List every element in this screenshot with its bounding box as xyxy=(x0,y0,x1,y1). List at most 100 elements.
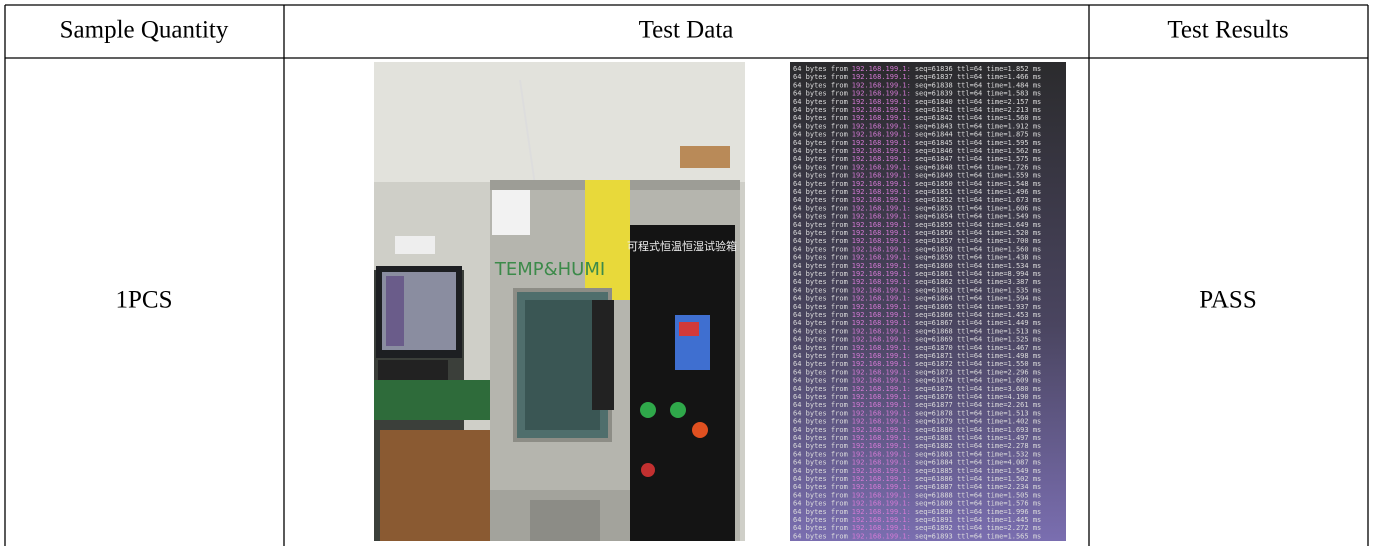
line-text: seq=61840 ttl=64 time=2.157 ms xyxy=(915,98,1041,106)
line-text: seq=61871 ttl=64 time=1.498 ms xyxy=(915,352,1041,360)
terminal-line: 64 bytes from 192.168.199.1: seq=61850 ttl… xyxy=(793,180,1041,188)
ip-address: 192.168.199.1: xyxy=(852,196,911,204)
line-text: seq=61886 ttl=64 time=1.502 ms xyxy=(915,475,1041,483)
ip-address: 192.168.199.1: xyxy=(852,147,911,155)
terminal-line: 64 bytes from 192.168.199.1: seq=61861 ttl… xyxy=(793,270,1041,278)
line-text: seq=61880 ttl=64 time=1.693 ms xyxy=(915,426,1041,434)
line-text: 64 bytes from xyxy=(793,459,848,467)
terminal-line: 64 bytes from 192.168.199.1: seq=61840 ttl… xyxy=(793,98,1041,106)
line-text: 64 bytes from xyxy=(793,385,848,393)
ip-address: 192.168.199.1: xyxy=(852,319,911,327)
chamber-photo: TEMP&HUMI 可程式恒温恒湿试验箱 xyxy=(374,62,745,541)
line-text: 64 bytes from xyxy=(793,418,848,426)
terminal-line: 64 bytes from 192.168.199.1: seq=61889 ttl… xyxy=(793,500,1041,508)
line-text: 64 bytes from xyxy=(793,245,848,253)
ip-address: 192.168.199.1: xyxy=(852,409,911,417)
terminal-line: 64 bytes from 192.168.199.1: seq=61891 ttl… xyxy=(793,516,1041,524)
ip-address: 192.168.199.1: xyxy=(852,213,911,221)
header-cell: Test Results xyxy=(1167,17,1288,44)
terminal-line: 64 bytes from 192.168.199.1: seq=61875 ttl… xyxy=(793,385,1041,393)
line-text: seq=61873 ttl=64 time=2.296 ms xyxy=(915,368,1041,376)
line-text: 64 bytes from xyxy=(793,377,848,385)
terminal-line: 64 bytes from 192.168.199.1: seq=61876 ttl… xyxy=(793,393,1041,401)
line-text: 64 bytes from xyxy=(793,180,848,188)
terminal-line: 64 bytes from 192.168.199.1: seq=61867 ttl… xyxy=(793,319,1041,327)
line-text: 64 bytes from xyxy=(793,147,848,155)
line-text: 64 bytes from xyxy=(793,368,848,376)
line-text: 64 bytes from xyxy=(793,286,848,294)
ip-address: 192.168.199.1: xyxy=(852,418,911,426)
line-text: 64 bytes from xyxy=(793,114,848,122)
line-text: 64 bytes from xyxy=(793,163,848,171)
line-text: seq=61855 ttl=64 time=1.649 ms xyxy=(915,221,1041,229)
ip-address: 192.168.199.1: xyxy=(852,98,911,106)
ip-address: 192.168.199.1: xyxy=(852,434,911,442)
terminal-line: 64 bytes from 192.168.199.1: seq=61856 ttl… xyxy=(793,229,1041,237)
line-text: seq=61879 ttl=64 time=1.402 ms xyxy=(915,418,1041,426)
terminal-line: 64 bytes from 192.168.199.1: seq=61877 ttl… xyxy=(793,401,1041,409)
line-text: 64 bytes from xyxy=(793,221,848,229)
line-text: seq=61866 ttl=64 time=1.453 ms xyxy=(915,311,1041,319)
ip-address: 192.168.199.1: xyxy=(852,65,911,73)
line-text: 64 bytes from xyxy=(793,319,848,327)
ip-address: 192.168.199.1: xyxy=(852,368,911,376)
terminal-line: 64 bytes from 192.168.199.1: seq=61841 ttl… xyxy=(793,106,1041,114)
terminal-line: 64 bytes from 192.168.199.1: seq=61852 ttl… xyxy=(793,196,1041,204)
line-text: 64 bytes from xyxy=(793,254,848,262)
line-text: 64 bytes from xyxy=(793,344,848,352)
line-text: 64 bytes from xyxy=(793,327,848,335)
terminal-screenshot: 64 bytes from 192.168.199.1: seq=61836 ttl… xyxy=(790,62,1066,541)
terminal-lines: 64 bytes from 192.168.199.1: seq=61836 ttl… xyxy=(793,65,1041,540)
line-text: seq=61867 ttl=64 time=1.449 ms xyxy=(915,319,1041,327)
line-text: seq=61849 ttl=64 time=1.559 ms xyxy=(915,172,1041,180)
line-text: 64 bytes from xyxy=(793,336,848,344)
terminal-line: 64 bytes from 192.168.199.1: seq=61869 ttl… xyxy=(793,336,1041,344)
line-text: seq=61843 ttl=64 time=1.912 ms xyxy=(915,122,1041,130)
line-text: 64 bytes from xyxy=(793,237,848,245)
line-text: seq=61882 ttl=64 time=2.278 ms xyxy=(915,442,1041,450)
ip-address: 192.168.199.1: xyxy=(852,450,911,458)
line-text: seq=61857 ttl=64 time=1.700 ms xyxy=(915,237,1041,245)
line-text: 64 bytes from xyxy=(793,229,848,237)
terminal-line: 64 bytes from 192.168.199.1: seq=61865 ttl… xyxy=(793,303,1041,311)
terminal-line: 64 bytes from 192.168.199.1: seq=61886 ttl… xyxy=(793,475,1041,483)
header-cell: Sample Quantity xyxy=(60,17,229,44)
terminal-line: 64 bytes from 192.168.199.1: seq=61858 ttl… xyxy=(793,245,1041,253)
terminal-line: 64 bytes from 192.168.199.1: seq=61854 ttl… xyxy=(793,213,1041,221)
line-text: 64 bytes from xyxy=(793,393,848,401)
line-text: 64 bytes from xyxy=(793,401,848,409)
line-text: seq=61861 ttl=64 time=8.994 ms xyxy=(915,270,1041,278)
terminal-line: 64 bytes from 192.168.199.1: seq=61888 ttl… xyxy=(793,491,1041,499)
line-text: 64 bytes from xyxy=(793,139,848,147)
line-text: seq=61853 ttl=64 time=1.606 ms xyxy=(915,204,1041,212)
terminal-line: 64 bytes from 192.168.199.1: seq=61846 ttl… xyxy=(793,147,1041,155)
line-text: seq=61846 ttl=64 time=1.562 ms xyxy=(915,147,1041,155)
panel-title: 可程式恒温恒湿试验箱 xyxy=(627,239,737,253)
line-text: seq=61887 ttl=64 time=2.234 ms xyxy=(915,483,1041,491)
line-text: seq=61893 ttl=64 time=1.565 ms xyxy=(915,532,1041,540)
line-text: seq=61844 ttl=64 time=1.875 ms xyxy=(915,131,1041,139)
ip-address: 192.168.199.1: xyxy=(852,237,911,245)
line-text: seq=61869 ttl=64 time=1.525 ms xyxy=(915,336,1041,344)
terminal-line: 64 bytes from 192.168.199.1: seq=61893 ttl… xyxy=(793,532,1041,540)
line-text: 64 bytes from xyxy=(793,508,848,516)
line-text: 64 bytes from xyxy=(793,172,848,180)
ip-address: 192.168.199.1: xyxy=(852,327,911,335)
terminal-line: 64 bytes from 192.168.199.1: seq=61836 ttl… xyxy=(793,65,1041,73)
ip-address: 192.168.199.1: xyxy=(852,475,911,483)
terminal-line: 64 bytes from 192.168.199.1: seq=61863 ttl… xyxy=(793,286,1041,294)
line-text: 64 bytes from xyxy=(793,204,848,212)
line-text: seq=61890 ttl=64 time=1.996 ms xyxy=(915,508,1041,516)
terminal-line: 64 bytes from 192.168.199.1: seq=61874 ttl… xyxy=(793,377,1041,385)
ip-address: 192.168.199.1: xyxy=(852,73,911,81)
terminal-line: 64 bytes from 192.168.199.1: seq=61881 ttl… xyxy=(793,434,1041,442)
ip-address: 192.168.199.1: xyxy=(852,524,911,532)
table-grid xyxy=(4,4,1369,546)
line-text: seq=61837 ttl=64 time=1.466 ms xyxy=(915,73,1041,81)
ip-address: 192.168.199.1: xyxy=(852,155,911,163)
ip-address: 192.168.199.1: xyxy=(852,532,911,540)
line-text: 64 bytes from xyxy=(793,467,848,475)
ip-address: 192.168.199.1: xyxy=(852,459,911,467)
line-text: 64 bytes from xyxy=(793,131,848,139)
line-text: 64 bytes from xyxy=(793,98,848,106)
